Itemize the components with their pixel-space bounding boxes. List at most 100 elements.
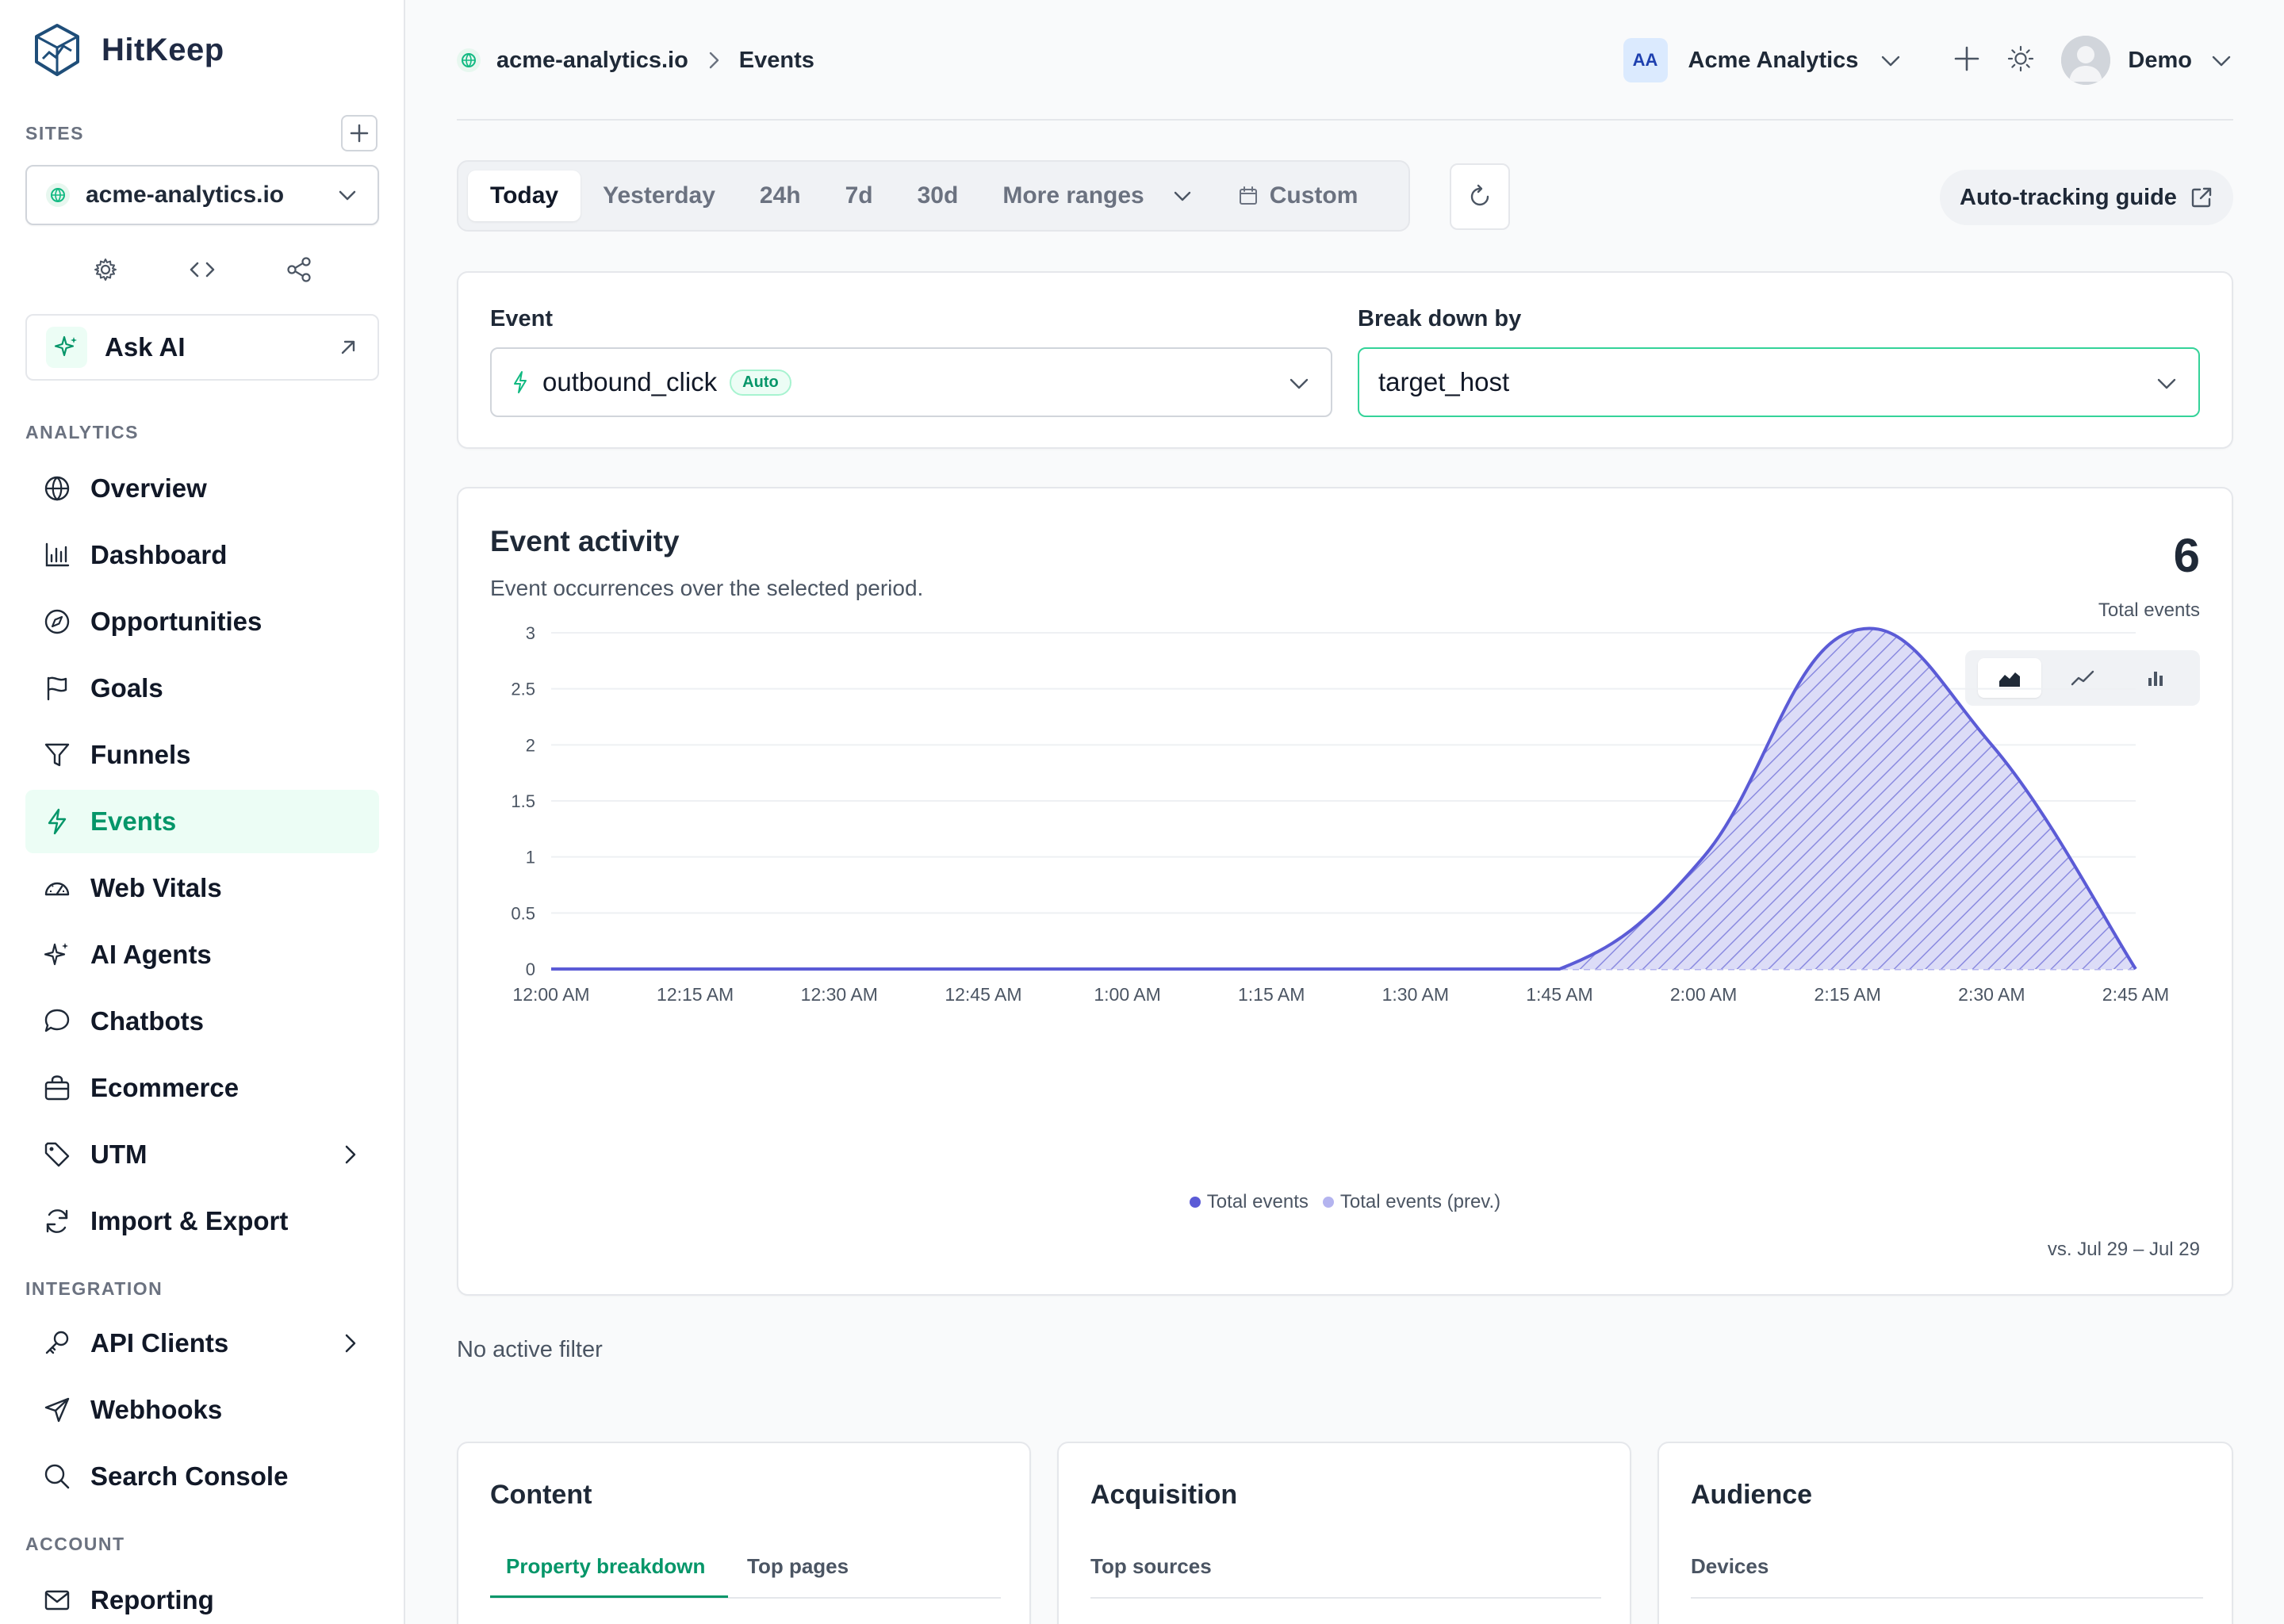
- event-activity-chart: 0 0.5 1 1.5 2 2.5 3 12:00 AM 12:15 AM 12:30 AM 12…: [511, 623, 2169, 1005]
- site-code-button[interactable]: [185, 252, 220, 287]
- user-name: Demo: [2128, 47, 2192, 73]
- sidebar-item-funnels[interactable]: Funnels: [25, 723, 379, 787]
- sites-section-label: SITES: [25, 123, 84, 144]
- range-yesterday-button[interactable]: Yesterday: [603, 182, 715, 209]
- sidebar-item-goals[interactable]: Goals: [25, 657, 379, 720]
- tab-property-breakdown[interactable]: Property breakdown: [506, 1554, 706, 1578]
- brand[interactable]: HitKeep: [32, 22, 224, 78]
- range-30d-button[interactable]: 30d: [917, 182, 959, 209]
- breadcrumb-site-link[interactable]: acme-analytics.io: [496, 47, 688, 73]
- sidebar-item-label: Import & Export: [90, 1206, 289, 1235]
- sidebar-item-label: Search Console: [90, 1461, 289, 1491]
- sidebar-item-label: UTM: [90, 1139, 148, 1169]
- ask-ai-button[interactable]: Ask AI: [25, 314, 379, 381]
- arrow-up-right-icon: [341, 340, 355, 354]
- event-select[interactable]: outbound_click Auto: [490, 347, 1332, 417]
- audience-card-title: Audience: [1691, 1480, 1813, 1510]
- site-globe-icon: [46, 183, 70, 207]
- x-tick-label: 12:00 AM: [512, 984, 589, 1005]
- external-link-icon: [2191, 187, 2212, 208]
- sidebar-item-utm[interactable]: UTM: [25, 1123, 379, 1186]
- sidebar-item-label: API Clients: [90, 1328, 229, 1358]
- chart-title: Event activity: [490, 525, 680, 557]
- range-today-button[interactable]: Today: [468, 170, 581, 221]
- bar-chart-button[interactable]: [2124, 658, 2187, 698]
- sidebar-item-label: Opportunities: [90, 607, 263, 636]
- org-switcher[interactable]: AA Acme Analytics: [1623, 38, 1903, 82]
- content-card: Content Property breakdown Top pages: [457, 1442, 1031, 1624]
- x-tick-label: 2:30 AM: [1958, 984, 2025, 1005]
- sidebar-item-label: Funnels: [90, 740, 191, 769]
- sidebar-item-webhooks[interactable]: Webhooks: [25, 1378, 379, 1442]
- sidebar-item-ecommerce[interactable]: Ecommerce: [25, 1056, 379, 1120]
- tab-divider: [1691, 1597, 2203, 1599]
- sidebar-item-api-clients[interactable]: API Clients: [25, 1312, 379, 1375]
- line-chart-button[interactable]: [2051, 658, 2114, 698]
- range-7d-button[interactable]: 7d: [845, 182, 873, 209]
- compass-icon: [44, 609, 70, 634]
- x-tick-label: 12:45 AM: [945, 984, 1021, 1005]
- tab-top-sources[interactable]: Top sources: [1090, 1554, 1212, 1578]
- line-chart-icon: [2071, 670, 2094, 686]
- legend-item-total-events-prev[interactable]: Total events (prev.): [1322, 1191, 1500, 1213]
- sidebar-item-events[interactable]: Events: [25, 790, 379, 853]
- chevron-down-icon: [2212, 56, 2231, 67]
- audience-card: Audience Devices: [1657, 1442, 2233, 1624]
- account-section-label: ACCOUNT: [25, 1534, 125, 1554]
- sidebar-item-opportunities[interactable]: Opportunities: [25, 590, 379, 653]
- breakdown-field-label: Break down by: [1358, 306, 1522, 331]
- active-tab-indicator: [490, 1595, 728, 1598]
- chevron-down-icon: [339, 190, 356, 201]
- sidebar-item-label: Overview: [90, 473, 207, 503]
- key-icon: [45, 1331, 69, 1354]
- sidebar-item-web-vitals[interactable]: Web Vitals: [25, 856, 379, 920]
- ai-sparkle-icon: [46, 327, 87, 368]
- x-tick-label: 1:45 AM: [1526, 984, 1592, 1005]
- y-tick-label: 1.5: [511, 791, 535, 811]
- tab-devices[interactable]: Devices: [1691, 1554, 1769, 1578]
- chart-type-toggle: [1965, 650, 2200, 706]
- site-share-button[interactable]: [282, 252, 316, 287]
- chart-subtitle: Event occurrences over the selected peri…: [490, 576, 924, 600]
- site-settings-button[interactable]: [88, 252, 123, 287]
- x-tick-label: 1:00 AM: [1094, 984, 1160, 1005]
- more-ranges-dropdown[interactable]: More ranges: [980, 170, 1215, 221]
- sidebar-item-import-export[interactable]: Import & Export: [25, 1189, 379, 1253]
- refresh-icon: [1470, 184, 1489, 206]
- breakdown-select[interactable]: target_host: [1358, 347, 2200, 417]
- breakdown-select-value: target_host: [1378, 367, 1510, 396]
- range-24h-button[interactable]: 24h: [759, 182, 801, 209]
- user-menu[interactable]: Demo: [2061, 36, 2233, 85]
- tab-top-pages[interactable]: Top pages: [747, 1554, 849, 1578]
- add-site-button[interactable]: [341, 115, 377, 151]
- legend-item-total-events[interactable]: Total events: [1189, 1191, 1309, 1213]
- area-chart-button[interactable]: [1978, 658, 2041, 698]
- sidebar-item-ai-agents[interactable]: AI Agents: [25, 923, 379, 986]
- refresh-button[interactable]: [1450, 163, 1510, 230]
- theme-toggle-button[interactable]: [2007, 45, 2034, 76]
- site-selector-value: acme-analytics.io: [86, 182, 285, 208]
- sidebar-item-dashboard[interactable]: Dashboard: [25, 523, 379, 587]
- sidebar-item-reporting[interactable]: Reporting: [25, 1568, 379, 1624]
- sidebar-item-search-console[interactable]: Search Console: [25, 1445, 379, 1508]
- site-selector[interactable]: acme-analytics.io: [25, 165, 379, 225]
- sidebar-item-chatbots[interactable]: Chatbots: [25, 990, 379, 1053]
- acquisition-card: Acquisition Top sources: [1057, 1442, 1631, 1624]
- x-tick-label: 2:45 AM: [2102, 984, 2169, 1005]
- auto-tracking-guide-link[interactable]: Auto-tracking guide: [1940, 170, 2233, 225]
- breadcrumb: acme-analytics.io Events: [457, 48, 814, 74]
- tag-icon: [44, 1142, 70, 1167]
- sidebar-item-label: Events: [90, 806, 177, 836]
- y-tick-label: 2.5: [511, 680, 535, 699]
- gear-icon: [94, 259, 117, 281]
- chart-legend: Total events Total events (prev.): [458, 1191, 2232, 1213]
- add-button[interactable]: [1953, 45, 1980, 76]
- code-icon: [190, 262, 215, 278]
- breadcrumb-separator-icon: [709, 52, 719, 69]
- custom-range-button[interactable]: Custom: [1216, 170, 1381, 221]
- sidebar-item-overview[interactable]: Overview: [25, 457, 379, 520]
- search-icon: [44, 1464, 70, 1489]
- sidebar-item-label: Reporting: [90, 1585, 214, 1614]
- chevron-down-icon: [2157, 378, 2176, 389]
- compare-period-label: vs. Jul 29 – Jul 29: [2047, 1239, 2200, 1260]
